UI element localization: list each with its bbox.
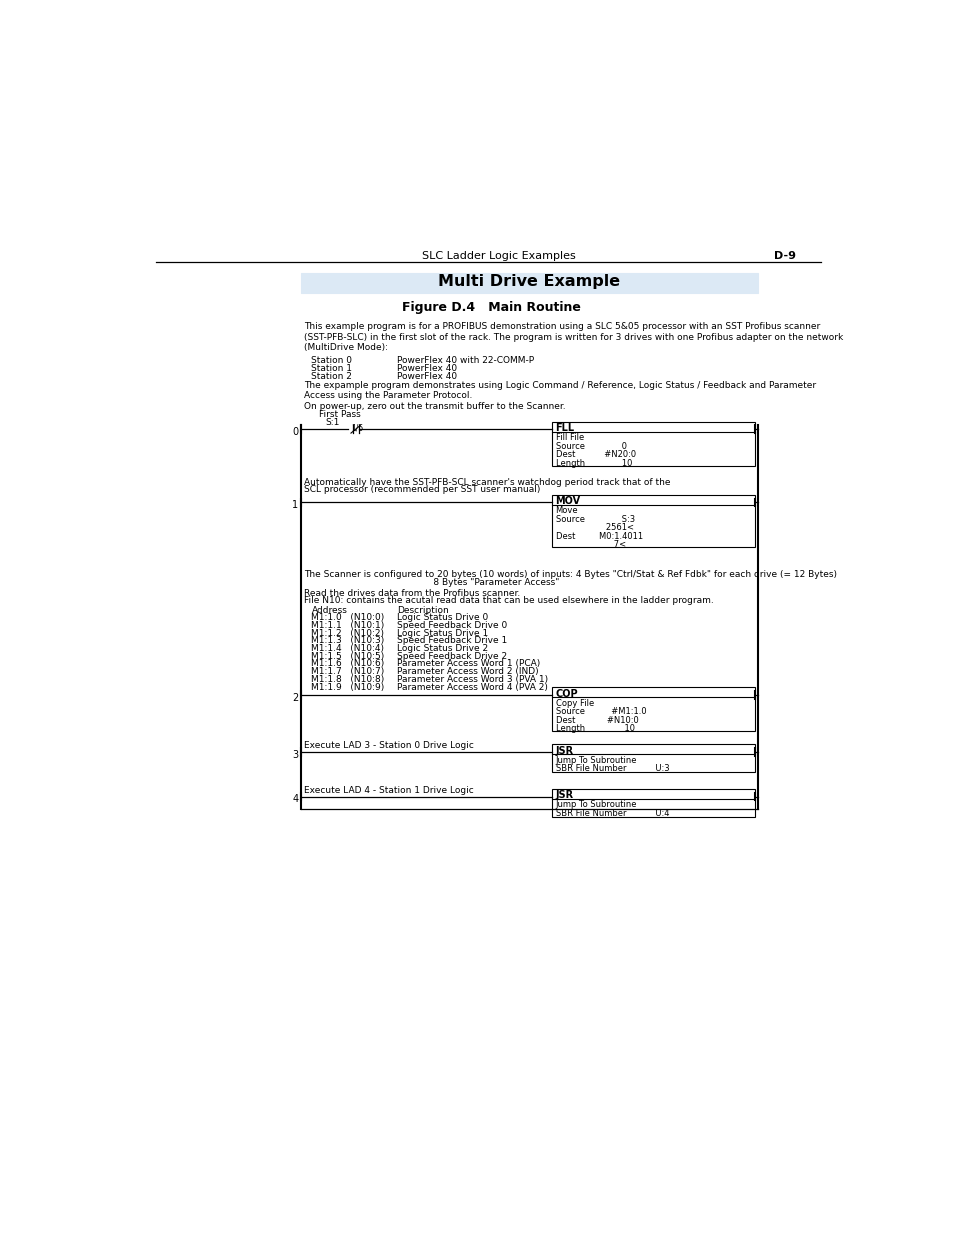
Text: Dest           #N20:0: Dest #N20:0 bbox=[555, 450, 635, 459]
Text: 3: 3 bbox=[292, 750, 298, 760]
Text: Logic Status Drive 2: Logic Status Drive 2 bbox=[396, 645, 487, 653]
Text: Source          #M1:1.0: Source #M1:1.0 bbox=[555, 708, 645, 716]
Text: Speed Feedback Drive 1: Speed Feedback Drive 1 bbox=[396, 636, 506, 646]
Text: MOV: MOV bbox=[555, 496, 580, 506]
Text: Station 1: Station 1 bbox=[311, 364, 352, 373]
Text: File N10: contains the acutal read data that can be used elsewhere in the ladder: File N10: contains the acutal read data … bbox=[303, 597, 713, 605]
Text: Automatically have the SST-PFB-SCL scanner's watchdog period track that of the: Automatically have the SST-PFB-SCL scann… bbox=[303, 478, 670, 487]
Text: The expample program demonstrates using Logic Command / Reference, Logic Status : The expample program demonstrates using … bbox=[303, 380, 815, 400]
Bar bbox=[551, 495, 754, 547]
Text: SLC Ladder Logic Examples: SLC Ladder Logic Examples bbox=[421, 251, 576, 261]
Text: Execute LAD 4 - Station 1 Drive Logic: Execute LAD 4 - Station 1 Drive Logic bbox=[303, 785, 473, 795]
Text: Address: Address bbox=[311, 605, 347, 615]
Text: SCL processor (recommended per SST user manual): SCL processor (recommended per SST user … bbox=[303, 485, 539, 494]
Text: Parameter Access Word 2 (IND): Parameter Access Word 2 (IND) bbox=[396, 667, 537, 677]
Text: Jump To Subroutine: Jump To Subroutine bbox=[555, 756, 637, 764]
Text: Station 2: Station 2 bbox=[311, 372, 352, 380]
Text: First Pass: First Pass bbox=[319, 410, 360, 419]
Text: 1/5: 1/5 bbox=[351, 424, 363, 432]
Text: 1: 1 bbox=[292, 500, 298, 510]
Text: 7<: 7< bbox=[555, 540, 625, 550]
Text: Jump To Subroutine: Jump To Subroutine bbox=[555, 800, 637, 809]
Text: Dest         M0:1.4011: Dest M0:1.4011 bbox=[555, 531, 642, 541]
Text: Execute LAD 3 - Station 0 Drive Logic: Execute LAD 3 - Station 0 Drive Logic bbox=[303, 741, 473, 750]
Text: M1:1.1   (N10:1): M1:1.1 (N10:1) bbox=[311, 621, 384, 630]
Text: Dest            #N10:0: Dest #N10:0 bbox=[555, 716, 638, 725]
Text: Parameter Access Word 1 (PCA): Parameter Access Word 1 (PCA) bbox=[396, 659, 539, 668]
Bar bbox=[551, 745, 754, 772]
Text: Parameter Access Word 4 (PVA 2): Parameter Access Word 4 (PVA 2) bbox=[396, 683, 547, 692]
Text: Move: Move bbox=[555, 506, 578, 515]
Text: Copy File: Copy File bbox=[555, 699, 593, 708]
Text: 0: 0 bbox=[292, 427, 298, 437]
Text: JSR: JSR bbox=[555, 790, 573, 800]
Text: 8 Bytes "Parameter Access": 8 Bytes "Parameter Access" bbox=[303, 578, 558, 587]
Text: Length              10: Length 10 bbox=[555, 458, 631, 468]
Bar bbox=[551, 687, 754, 731]
Text: Fill File: Fill File bbox=[555, 433, 583, 442]
Text: 2: 2 bbox=[292, 693, 298, 703]
Text: PowerFlex 40: PowerFlex 40 bbox=[396, 372, 456, 380]
Text: Station 0: Station 0 bbox=[311, 356, 352, 366]
Bar bbox=[300, 273, 757, 293]
Text: Description: Description bbox=[396, 605, 448, 615]
Text: S:1: S:1 bbox=[325, 417, 339, 427]
Text: Figure D.4   Main Routine: Figure D.4 Main Routine bbox=[402, 300, 580, 314]
Text: Speed Feedback Drive 0: Speed Feedback Drive 0 bbox=[396, 621, 506, 630]
Text: Source              S:3: Source S:3 bbox=[555, 515, 634, 524]
Text: M1:1.0   (N10:0): M1:1.0 (N10:0) bbox=[311, 614, 384, 622]
Text: Source              0: Source 0 bbox=[555, 442, 626, 451]
Text: JSR: JSR bbox=[555, 746, 573, 756]
Text: Speed Feedback Drive 2: Speed Feedback Drive 2 bbox=[396, 652, 506, 661]
Text: Logic Status Drive 0: Logic Status Drive 0 bbox=[396, 614, 487, 622]
Text: Read the drives data from the Profibus scanner.: Read the drives data from the Profibus s… bbox=[303, 589, 519, 598]
Text: M1:1.2   (N10:2): M1:1.2 (N10:2) bbox=[311, 629, 384, 637]
Text: FLL: FLL bbox=[555, 424, 574, 433]
Text: Multi Drive Example: Multi Drive Example bbox=[437, 274, 619, 289]
Text: SBR File Number           U:4: SBR File Number U:4 bbox=[555, 809, 668, 818]
Text: M1:1.9   (N10:9): M1:1.9 (N10:9) bbox=[311, 683, 384, 692]
Text: 2561<: 2561< bbox=[555, 524, 633, 532]
Text: M1:1.6   (N10:6): M1:1.6 (N10:6) bbox=[311, 659, 384, 668]
Text: Length               10: Length 10 bbox=[555, 724, 634, 734]
Text: COP: COP bbox=[555, 689, 578, 699]
Text: M1:1.3   (N10:3): M1:1.3 (N10:3) bbox=[311, 636, 384, 646]
Bar bbox=[551, 421, 754, 466]
Text: 4: 4 bbox=[292, 794, 298, 804]
Text: PowerFlex 40: PowerFlex 40 bbox=[396, 364, 456, 373]
Text: SBR File Number           U:3: SBR File Number U:3 bbox=[555, 764, 668, 773]
Text: M1:1.7   (N10:7): M1:1.7 (N10:7) bbox=[311, 667, 384, 677]
Text: Parameter Access Word 3 (PVA 1): Parameter Access Word 3 (PVA 1) bbox=[396, 674, 547, 684]
Text: M1:1.5   (N10:5): M1:1.5 (N10:5) bbox=[311, 652, 384, 661]
Text: Logic Status Drive 1: Logic Status Drive 1 bbox=[396, 629, 487, 637]
Text: D-9: D-9 bbox=[773, 251, 796, 261]
Text: M1:1.4   (N10:4): M1:1.4 (N10:4) bbox=[311, 645, 384, 653]
Bar bbox=[551, 789, 754, 816]
Text: PowerFlex 40 with 22-COMM-P: PowerFlex 40 with 22-COMM-P bbox=[396, 356, 534, 366]
Text: This example program is for a PROFIBUS demonstration using a SLC 5&05 processor : This example program is for a PROFIBUS d… bbox=[303, 322, 842, 352]
Text: On power-up, zero out the transmit buffer to the Scanner.: On power-up, zero out the transmit buffe… bbox=[303, 403, 565, 411]
Text: M1:1.8   (N10:8): M1:1.8 (N10:8) bbox=[311, 674, 384, 684]
Text: The Scanner is configured to 20 bytes (10 words) of inputs: 4 Bytes "Ctrl/Stat &: The Scanner is configured to 20 bytes (1… bbox=[303, 571, 836, 579]
